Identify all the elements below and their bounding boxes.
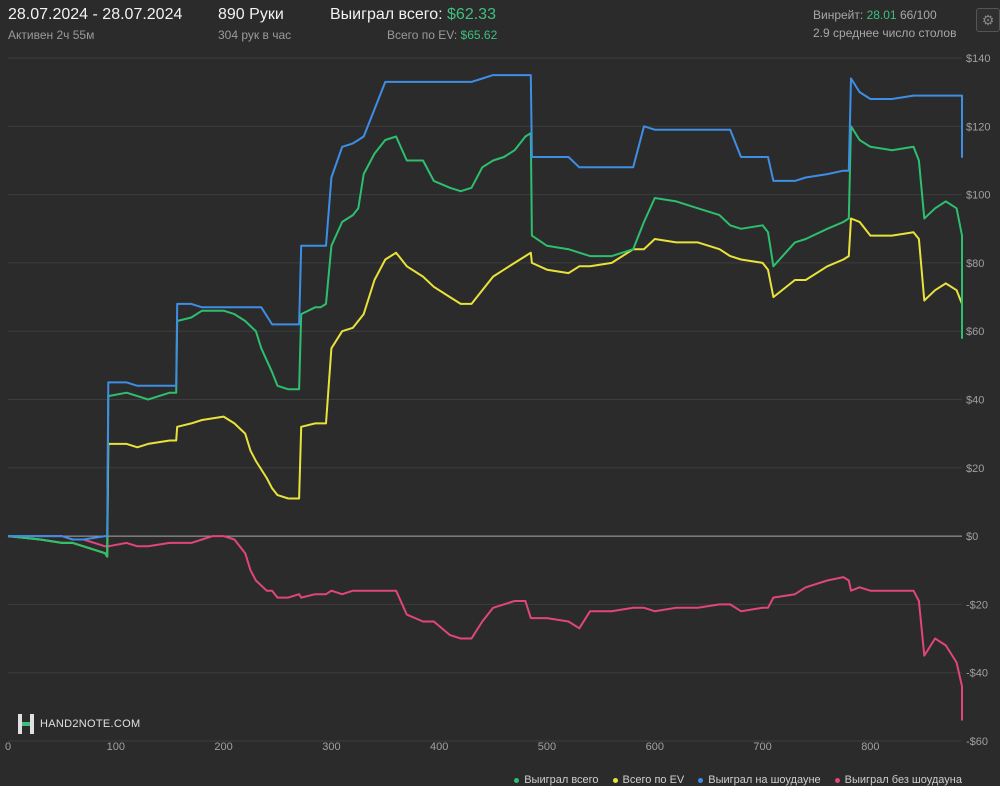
ev-total-label: Всего по EV: — [387, 28, 458, 42]
won-total-label: Выиграл всего: — [330, 6, 443, 23]
y-tick-label: $100 — [966, 190, 990, 202]
series-line-2 — [8, 74, 963, 541]
legend-item[interactable]: Выиграл без шоудауна — [834, 774, 962, 786]
winrate-value: 28.01 — [866, 8, 897, 22]
legend-dot-icon — [698, 777, 704, 783]
series-line-0 — [7, 125, 963, 558]
legend-dot-icon — [834, 777, 840, 783]
winrate: Винрейт: 28.01 66/100 — [813, 8, 937, 22]
legend-item[interactable]: Выиграл на шоудауне — [698, 774, 821, 786]
legend-item[interactable]: Всего по EV — [612, 774, 685, 786]
legend-label: Выиграл без шоудауна — [844, 774, 962, 786]
legend-item[interactable]: Выиграл всего — [514, 774, 599, 786]
y-tick-label: $120 — [966, 121, 990, 133]
series-lines — [7, 74, 963, 721]
won-total-value: $62.33 — [447, 6, 496, 23]
x-tick-label: 800 — [861, 741, 879, 753]
y-tick-label: $0 — [966, 531, 978, 543]
avg-tables: 2.9 среднее число столов — [813, 26, 957, 40]
x-axis-ticks: 0 100 200 300 400 500 600 700 800 — [5, 741, 880, 753]
y-tick-label: $80 — [966, 258, 984, 270]
hand2note-logo: HAND2NOTE.COM — [18, 714, 140, 734]
x-tick-label: 0 — [5, 741, 11, 753]
x-tick-label: 700 — [753, 741, 771, 753]
y-tick-label: -$20 — [966, 599, 988, 611]
legend-label: Выиграл всего — [524, 774, 599, 786]
y-tick-label: $140 — [966, 53, 990, 65]
chart-legend: Выиграл всего Всего по EV Выиграл на шоу… — [514, 774, 962, 786]
legend-dot-icon — [514, 777, 520, 783]
gear-icon: ⚙ — [981, 11, 995, 28]
series-line-1 — [7, 217, 963, 558]
legend-label: Выиграл на шоудауне — [708, 774, 821, 786]
hands-count: 890 Руки — [218, 6, 284, 23]
hand2note-logo-icon — [18, 714, 34, 734]
settings-button[interactable]: ⚙ — [976, 8, 1000, 32]
ev-total-value: $65.62 — [460, 28, 498, 42]
logo-text: HAND2NOTE.COM — [40, 718, 141, 730]
chart-area: $140 $120 $100 $80 $60 $40 $20 $0 -$20 -$40 -$60 0… — [5, 53, 991, 753]
grid-lines — [8, 57, 962, 742]
y-tick-label: $60 — [966, 326, 984, 338]
y-axis-ticks: $140 $120 $100 $80 $60 $40 $20 $0 -$20 -$40 -$60 — [966, 53, 990, 748]
x-tick-label: 600 — [646, 741, 664, 753]
y-tick-label: -$40 — [966, 668, 988, 680]
ev-total: Всего по EV: $65.62 — [387, 28, 497, 42]
hands-per-hour: 304 рук в час — [218, 28, 292, 42]
x-tick-label: 200 — [214, 741, 232, 753]
x-tick-label: 100 — [107, 741, 125, 753]
x-tick-label: 400 — [430, 741, 448, 753]
y-tick-label: -$60 — [966, 736, 988, 748]
series-line-3 — [8, 535, 963, 721]
stats-header: 28.07.2024 - 28.07.2024 Активен 2ч 55м 8… — [0, 0, 1000, 52]
winrate-label: Винрейт: — [813, 8, 864, 22]
winrate-suffix: 66/100 — [899, 8, 937, 22]
y-tick-label: $20 — [966, 463, 984, 475]
legend-label: Всего по EV — [622, 774, 685, 786]
y-tick-label: $40 — [966, 395, 984, 407]
x-tick-label: 500 — [538, 741, 556, 753]
date-range: 28.07.2024 - 28.07.2024 — [8, 6, 183, 23]
active-time: Активен 2ч 55м — [8, 28, 95, 42]
won-total: Выиграл всего: $62.33 — [330, 6, 496, 24]
legend-dot-icon — [612, 777, 618, 783]
x-tick-label: 300 — [322, 741, 340, 753]
